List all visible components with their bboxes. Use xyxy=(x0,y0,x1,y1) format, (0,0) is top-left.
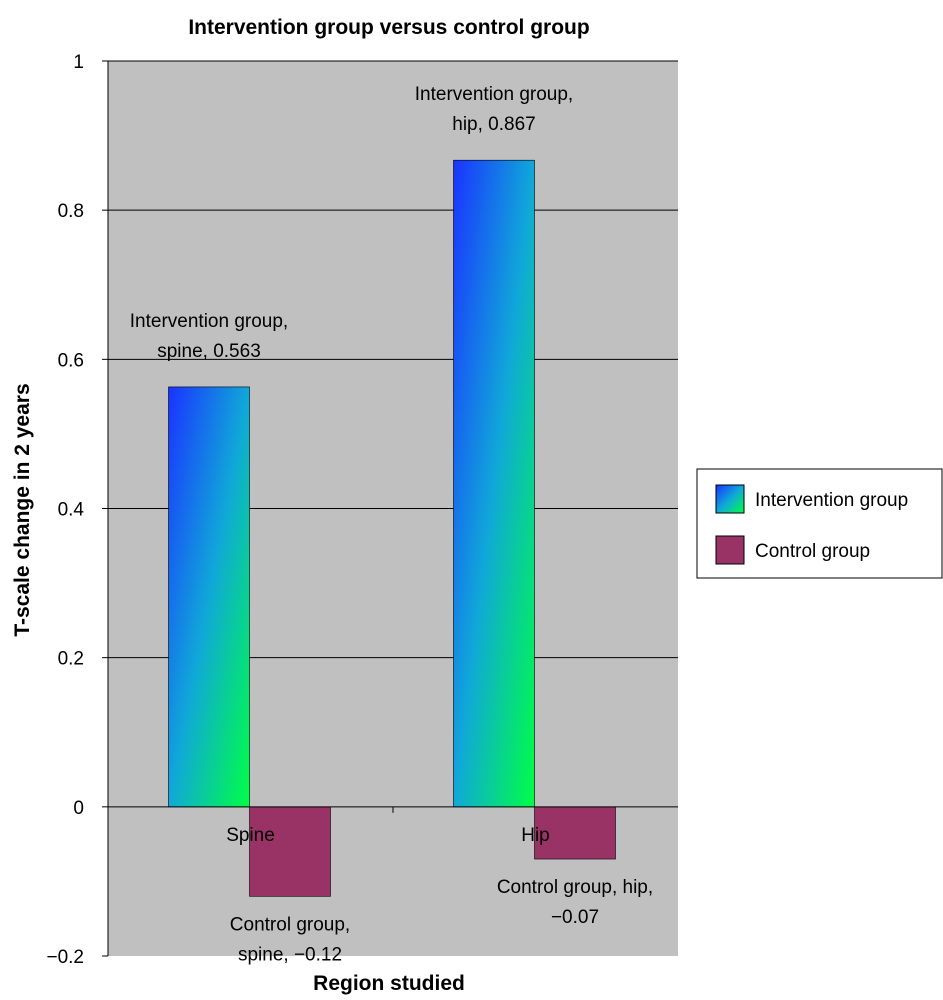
data-label: spine, 0.563 xyxy=(157,341,261,362)
data-label: −0.07 xyxy=(551,907,599,928)
data-label: Control group, hip, xyxy=(497,877,653,898)
legend-label-intervention: Intervention group xyxy=(755,490,908,511)
legend-swatch-control xyxy=(715,535,745,565)
bar-intervention-hip xyxy=(453,159,535,808)
data-label: hip, 0.867 xyxy=(452,114,535,135)
category-label-spine: Spine xyxy=(226,825,275,846)
category-labels: Spine Hip xyxy=(226,825,550,846)
bar-intervention-spine xyxy=(168,386,250,808)
legend-label-control: Control group xyxy=(755,541,870,562)
legend: Intervention group Control group xyxy=(696,468,943,579)
legend-swatch-intervention xyxy=(715,484,745,514)
data-label: Intervention group, xyxy=(415,84,573,105)
y-tick-label: 0.6 xyxy=(58,350,84,371)
y-tick-label: −0.2 xyxy=(46,947,84,968)
bar-control-spine xyxy=(249,806,331,897)
category-label-hip: Hip xyxy=(521,825,550,846)
data-labels: Intervention group, spine, 0.563 Control g… xyxy=(130,84,653,965)
y-tick-label: 0.4 xyxy=(58,500,85,521)
bars xyxy=(168,159,616,897)
y-tick-label: 0 xyxy=(73,798,84,819)
y-tick-label: 0.2 xyxy=(58,649,84,670)
data-label: spine, −0.12 xyxy=(238,944,342,965)
chart-title: Intervention group versus control group xyxy=(188,16,589,39)
y-tick-label: 1 xyxy=(73,52,84,73)
y-axis-ticks: −0.2 0 0.2 0.4 0.6 0.8 1 xyxy=(46,52,108,968)
bar-control-hip xyxy=(534,806,616,860)
x-axis-label: Region studied xyxy=(313,972,465,995)
data-label: Control group, xyxy=(230,914,350,935)
data-label: Intervention group, xyxy=(130,311,288,332)
y-tick-label: 0.8 xyxy=(58,201,84,222)
y-axis-label: T-scale change in 2 years xyxy=(11,383,34,636)
